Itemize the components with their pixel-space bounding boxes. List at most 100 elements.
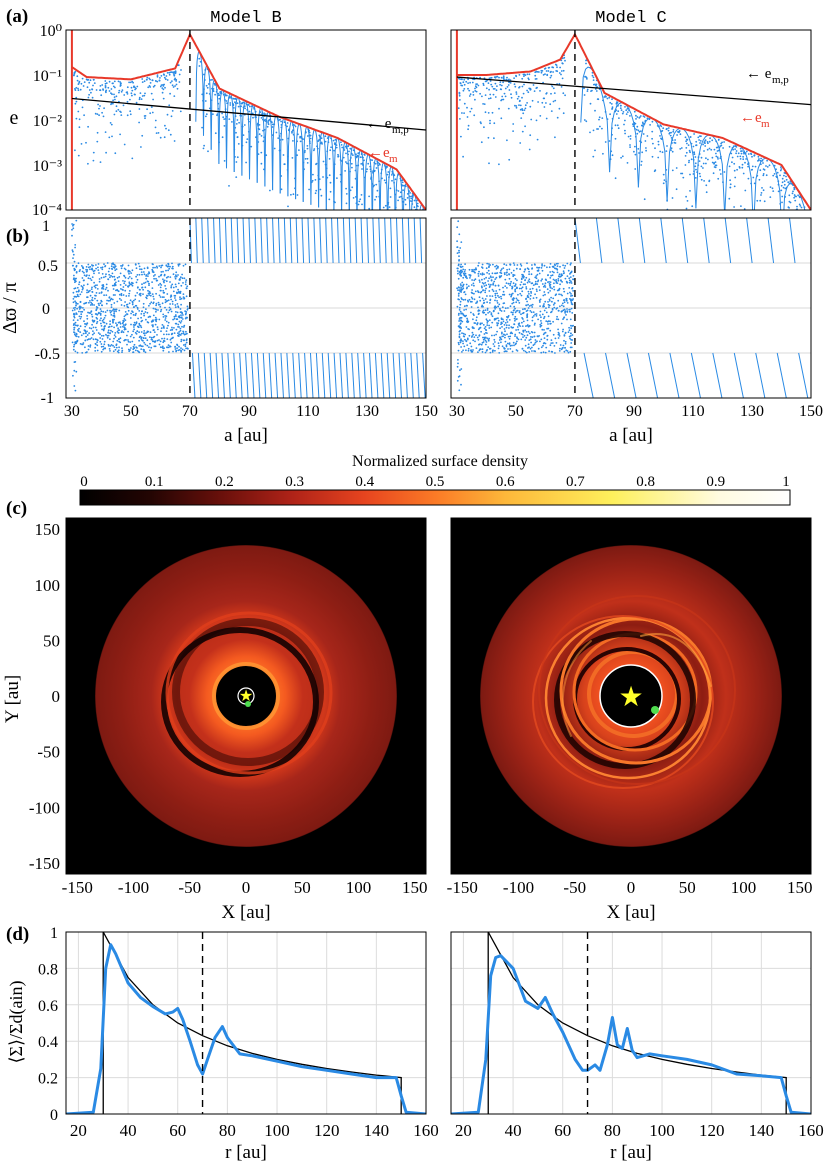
scatter-point [388, 220, 390, 222]
scatter-point [542, 305, 544, 308]
scatter-point [73, 328, 75, 331]
scatter-point [155, 80, 157, 82]
scatter-point [84, 323, 86, 325]
scatter-point [112, 99, 114, 102]
scatter-point [617, 104, 619, 107]
scatter-point [788, 207, 790, 209]
scatter-point [147, 275, 149, 277]
scatter-point [166, 113, 169, 116]
scatter-point [89, 268, 91, 271]
scatter-point [464, 338, 466, 341]
scatter-point [148, 284, 150, 287]
scatter-point [503, 310, 506, 312]
scatter-point [72, 223, 75, 226]
scatter-point [362, 159, 365, 162]
apsidal-stripe [404, 352, 408, 398]
apsidal-stripe [384, 218, 387, 264]
scatter-point [241, 144, 244, 147]
scatter-point [168, 104, 171, 107]
annotation-emp-arrow: ← e [366, 116, 392, 132]
scatter-point [124, 324, 127, 326]
apsidal-stripe [755, 352, 766, 398]
scatter-point [178, 333, 181, 336]
scatter-point [509, 282, 512, 285]
scatter-point [518, 302, 521, 304]
scatter-point [595, 90, 598, 92]
scatter-point [754, 165, 757, 168]
scatter-point [541, 328, 544, 331]
scatter-point [179, 278, 181, 280]
scatter-point [522, 320, 525, 323]
scatter-point [163, 340, 166, 342]
scatter-point [88, 274, 91, 277]
scatter-point [527, 330, 530, 333]
scatter-point [249, 105, 251, 108]
scatter-point [492, 93, 495, 96]
scatter-point [511, 350, 514, 353]
scatter-point [667, 129, 670, 132]
apsidal-stripe [378, 218, 381, 264]
scatter-point [167, 311, 170, 314]
scatter-point [280, 124, 283, 126]
scatter-point [492, 88, 495, 90]
xtick-label: 100 [346, 878, 372, 897]
em-envelope-line [456, 32, 811, 210]
colorbar-tick-label: 0.3 [285, 474, 304, 490]
scatter-point [74, 268, 76, 271]
scatter-point [498, 296, 500, 299]
scatter-point [507, 348, 509, 350]
scatter-point [88, 89, 91, 91]
star-icon: ★ [618, 682, 643, 713]
scatter-point [535, 277, 538, 280]
scatter-point [173, 332, 176, 334]
scatter-point [103, 327, 106, 330]
scatter-point [514, 283, 517, 286]
scatter-point [164, 317, 167, 319]
scatter-point [206, 86, 209, 89]
scatter-point [177, 274, 179, 276]
scatter-point [473, 279, 476, 282]
scatter-point [794, 199, 797, 202]
scatter-point [98, 292, 101, 294]
scatter-point [640, 164, 643, 166]
scatter-point [122, 104, 125, 107]
scatter-point [503, 328, 506, 330]
scatter-point [177, 332, 179, 335]
scatter-point [343, 147, 345, 149]
scatter-point [94, 326, 97, 329]
scatter-point [798, 252, 800, 254]
scatter-point [422, 222, 424, 224]
scatter-point [547, 301, 549, 303]
scatter-point [91, 88, 93, 91]
scatter-point [554, 99, 557, 102]
scatter-point [611, 117, 614, 120]
scatter-point [216, 89, 218, 91]
scatter-point [118, 276, 121, 278]
scatter-point [114, 348, 117, 351]
scatter-point [490, 76, 493, 79]
scatter-point [126, 343, 128, 346]
scatter-point [161, 324, 164, 326]
scatter-point [180, 297, 183, 300]
scatter-point [496, 322, 498, 324]
scatter-point [492, 276, 494, 279]
scatter-point [704, 145, 707, 147]
scatter-point [99, 337, 102, 339]
eccentricity-oscillation [419, 203, 425, 210]
scatter-point [798, 203, 801, 206]
scatter-point [177, 264, 180, 267]
scatter-point [500, 84, 503, 87]
scatter-point [474, 85, 477, 88]
scatter-point [159, 136, 162, 139]
scatter-point [495, 333, 497, 336]
scatter-point [618, 117, 620, 119]
scatter-point [457, 277, 460, 280]
scatter-point [538, 299, 541, 302]
scatter-point [517, 328, 520, 331]
scatter-point [159, 305, 162, 308]
scatter-point [697, 164, 700, 167]
scatter-point [705, 191, 708, 194]
scatter-point [463, 270, 466, 273]
scatter-point [485, 318, 488, 321]
